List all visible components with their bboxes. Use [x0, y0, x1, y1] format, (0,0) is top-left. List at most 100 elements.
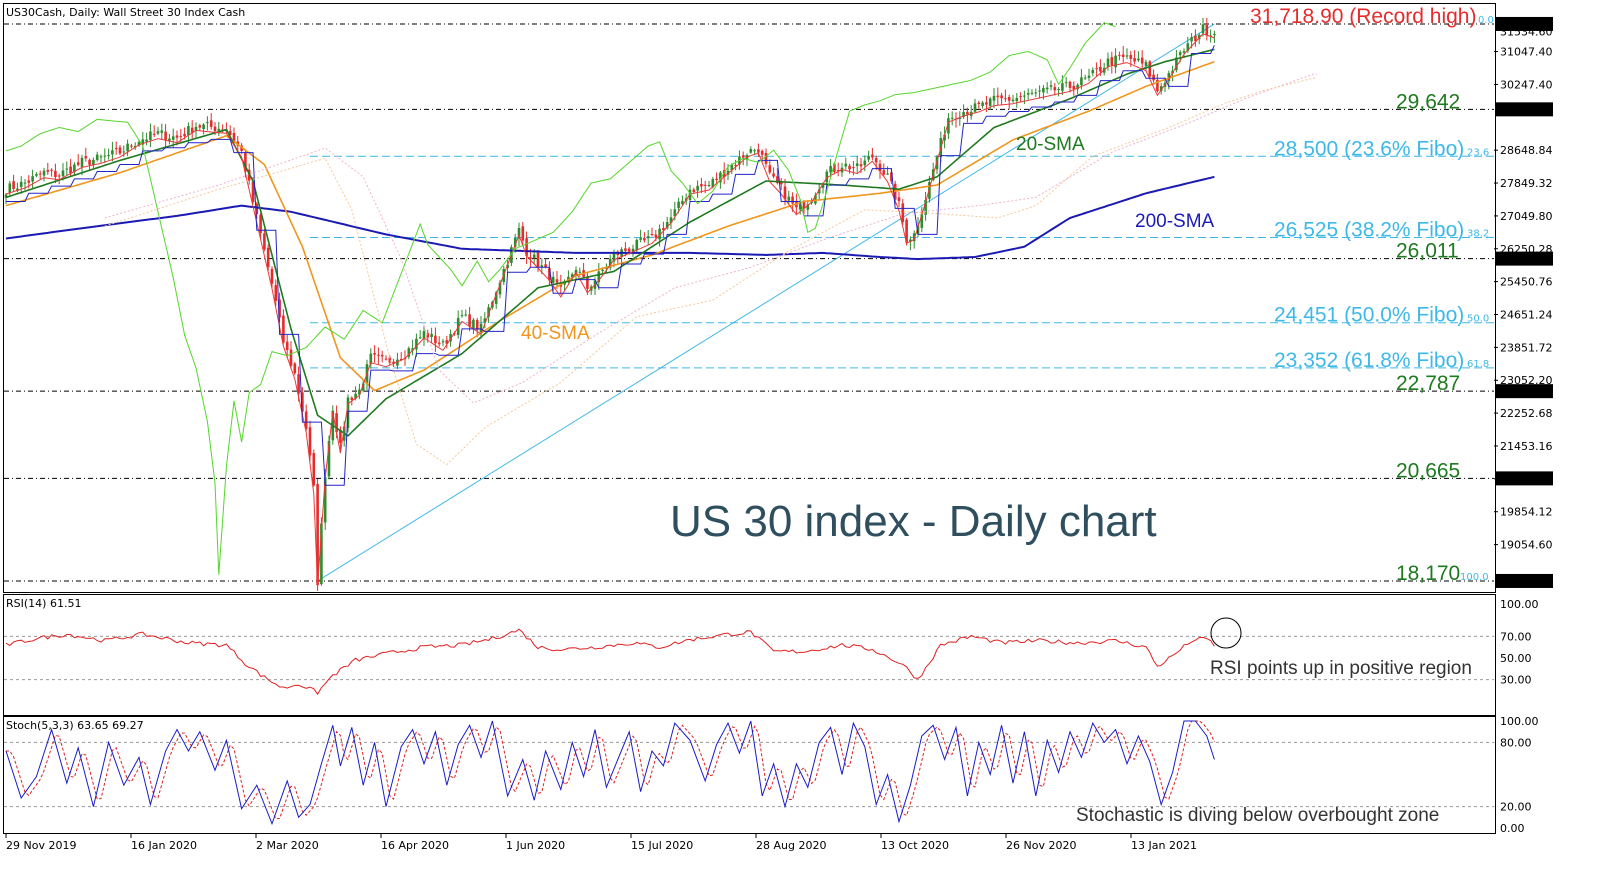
stoch-series: 100.00 80.00 20.00 0.00 — [4, 715, 1539, 835]
candle-body — [475, 320, 479, 330]
price-tag-text: 20665.00 — [1498, 472, 1551, 485]
candle-body — [202, 124, 205, 130]
candle-body — [126, 143, 129, 152]
trendline-segment — [317, 23, 1215, 582]
y-tick-label: 19854.12 — [1500, 506, 1553, 519]
candle-body — [586, 277, 589, 289]
candle-body — [240, 145, 243, 151]
candle-body — [418, 337, 422, 339]
candle-body — [886, 173, 889, 175]
sma40-line — [5, 60, 1215, 392]
candle-body — [274, 285, 278, 301]
candle-body — [114, 147, 118, 150]
candle-body — [354, 393, 357, 399]
candle-body — [426, 333, 430, 339]
x-tick-label: 16 Apr 2020 — [381, 839, 449, 852]
cloud-span-b — [104, 77, 1317, 466]
candle-body — [282, 315, 285, 343]
candle-body — [916, 225, 920, 234]
candle-body — [821, 184, 825, 188]
candle-body — [472, 319, 475, 329]
candle-body — [1087, 75, 1091, 78]
candle-body — [825, 171, 829, 183]
candle-body — [1080, 77, 1083, 86]
fibo-label: 28,500 (23.6% Fibo) — [1274, 137, 1464, 160]
rsi-header: RSI(14) 61.51 — [6, 597, 81, 610]
stoch-panel-frame — [3, 716, 1496, 834]
candle-body — [612, 252, 616, 262]
price-tag-text: 31721.98 — [1498, 18, 1551, 31]
y-tick-label: 19054.60 — [1500, 539, 1553, 552]
candle-body — [449, 333, 452, 342]
candle-body — [4, 194, 8, 198]
candle-body — [544, 264, 547, 268]
x-tick-label: 13 Oct 2020 — [881, 839, 949, 852]
candle-body — [878, 163, 882, 172]
price-tag-text: 29642.00 — [1498, 103, 1551, 116]
stoch-header: Stoch(5,3,3) 63.65 69.27 — [6, 719, 144, 732]
candle-body — [525, 238, 528, 256]
candle-body — [384, 358, 388, 360]
candle-body — [1167, 73, 1171, 82]
candle-body — [662, 228, 665, 231]
price-tag-box — [1495, 384, 1553, 399]
candle-body — [445, 340, 449, 344]
candle-body — [388, 357, 392, 363]
level-label: 18,170 — [1396, 562, 1460, 585]
candle-body — [464, 314, 468, 316]
y-tick-label: 30247.40 — [1500, 78, 1553, 91]
candle-body — [665, 222, 669, 229]
candle-body — [1030, 92, 1034, 94]
candle-body — [753, 150, 756, 152]
candle-body — [46, 170, 50, 172]
fibo-ratio: 61.8 — [1467, 359, 1489, 370]
candle-body — [1201, 24, 1205, 34]
tenkan-line — [5, 33, 1215, 586]
candle-body — [361, 383, 365, 391]
candle-body — [42, 170, 46, 176]
candle-body — [730, 164, 734, 171]
y-tick-label: 22252.68 — [1500, 407, 1553, 420]
candle-body — [1007, 97, 1011, 101]
candle-body — [1076, 84, 1079, 90]
candle-body — [681, 200, 684, 205]
candle-body — [635, 239, 639, 251]
candle-body — [88, 159, 91, 165]
candle-body — [99, 156, 103, 158]
candle-body — [798, 202, 802, 210]
x-tick-label: 26 Nov 2020 — [1006, 839, 1076, 852]
candle-body — [726, 170, 730, 175]
candle-body — [673, 209, 677, 217]
candle-body — [1110, 57, 1114, 66]
candle-body — [1068, 81, 1072, 88]
candle-body — [494, 292, 498, 304]
candle-body — [601, 269, 604, 272]
candle-body — [358, 389, 361, 395]
candle-body — [1175, 57, 1178, 71]
candle-body — [1106, 58, 1110, 67]
candle-body — [764, 152, 768, 164]
sma20-label: 20-SMA — [1016, 134, 1085, 155]
candle-body — [244, 152, 247, 172]
candle-body — [852, 167, 855, 169]
candle-body — [1156, 79, 1159, 92]
candle-body — [988, 98, 992, 106]
candle-body — [76, 162, 80, 165]
candle-body — [31, 176, 34, 182]
candle-body — [863, 160, 867, 166]
indicator-lines — [5, 22, 1317, 586]
price-tag-box — [1495, 573, 1553, 588]
price-tag-text: 18170.00 — [1498, 575, 1551, 588]
candle-body — [468, 314, 471, 327]
candle-body — [639, 238, 642, 240]
candle-body — [65, 168, 69, 170]
candle-body — [152, 133, 156, 135]
x-tick-label: 13 Jan 2021 — [1131, 839, 1197, 852]
candle-body — [1182, 51, 1186, 53]
cloud-span-a — [104, 73, 1317, 404]
candle-body — [8, 183, 12, 193]
candle-body — [996, 95, 1000, 98]
candle-body — [669, 217, 673, 223]
candle-body — [430, 333, 433, 337]
